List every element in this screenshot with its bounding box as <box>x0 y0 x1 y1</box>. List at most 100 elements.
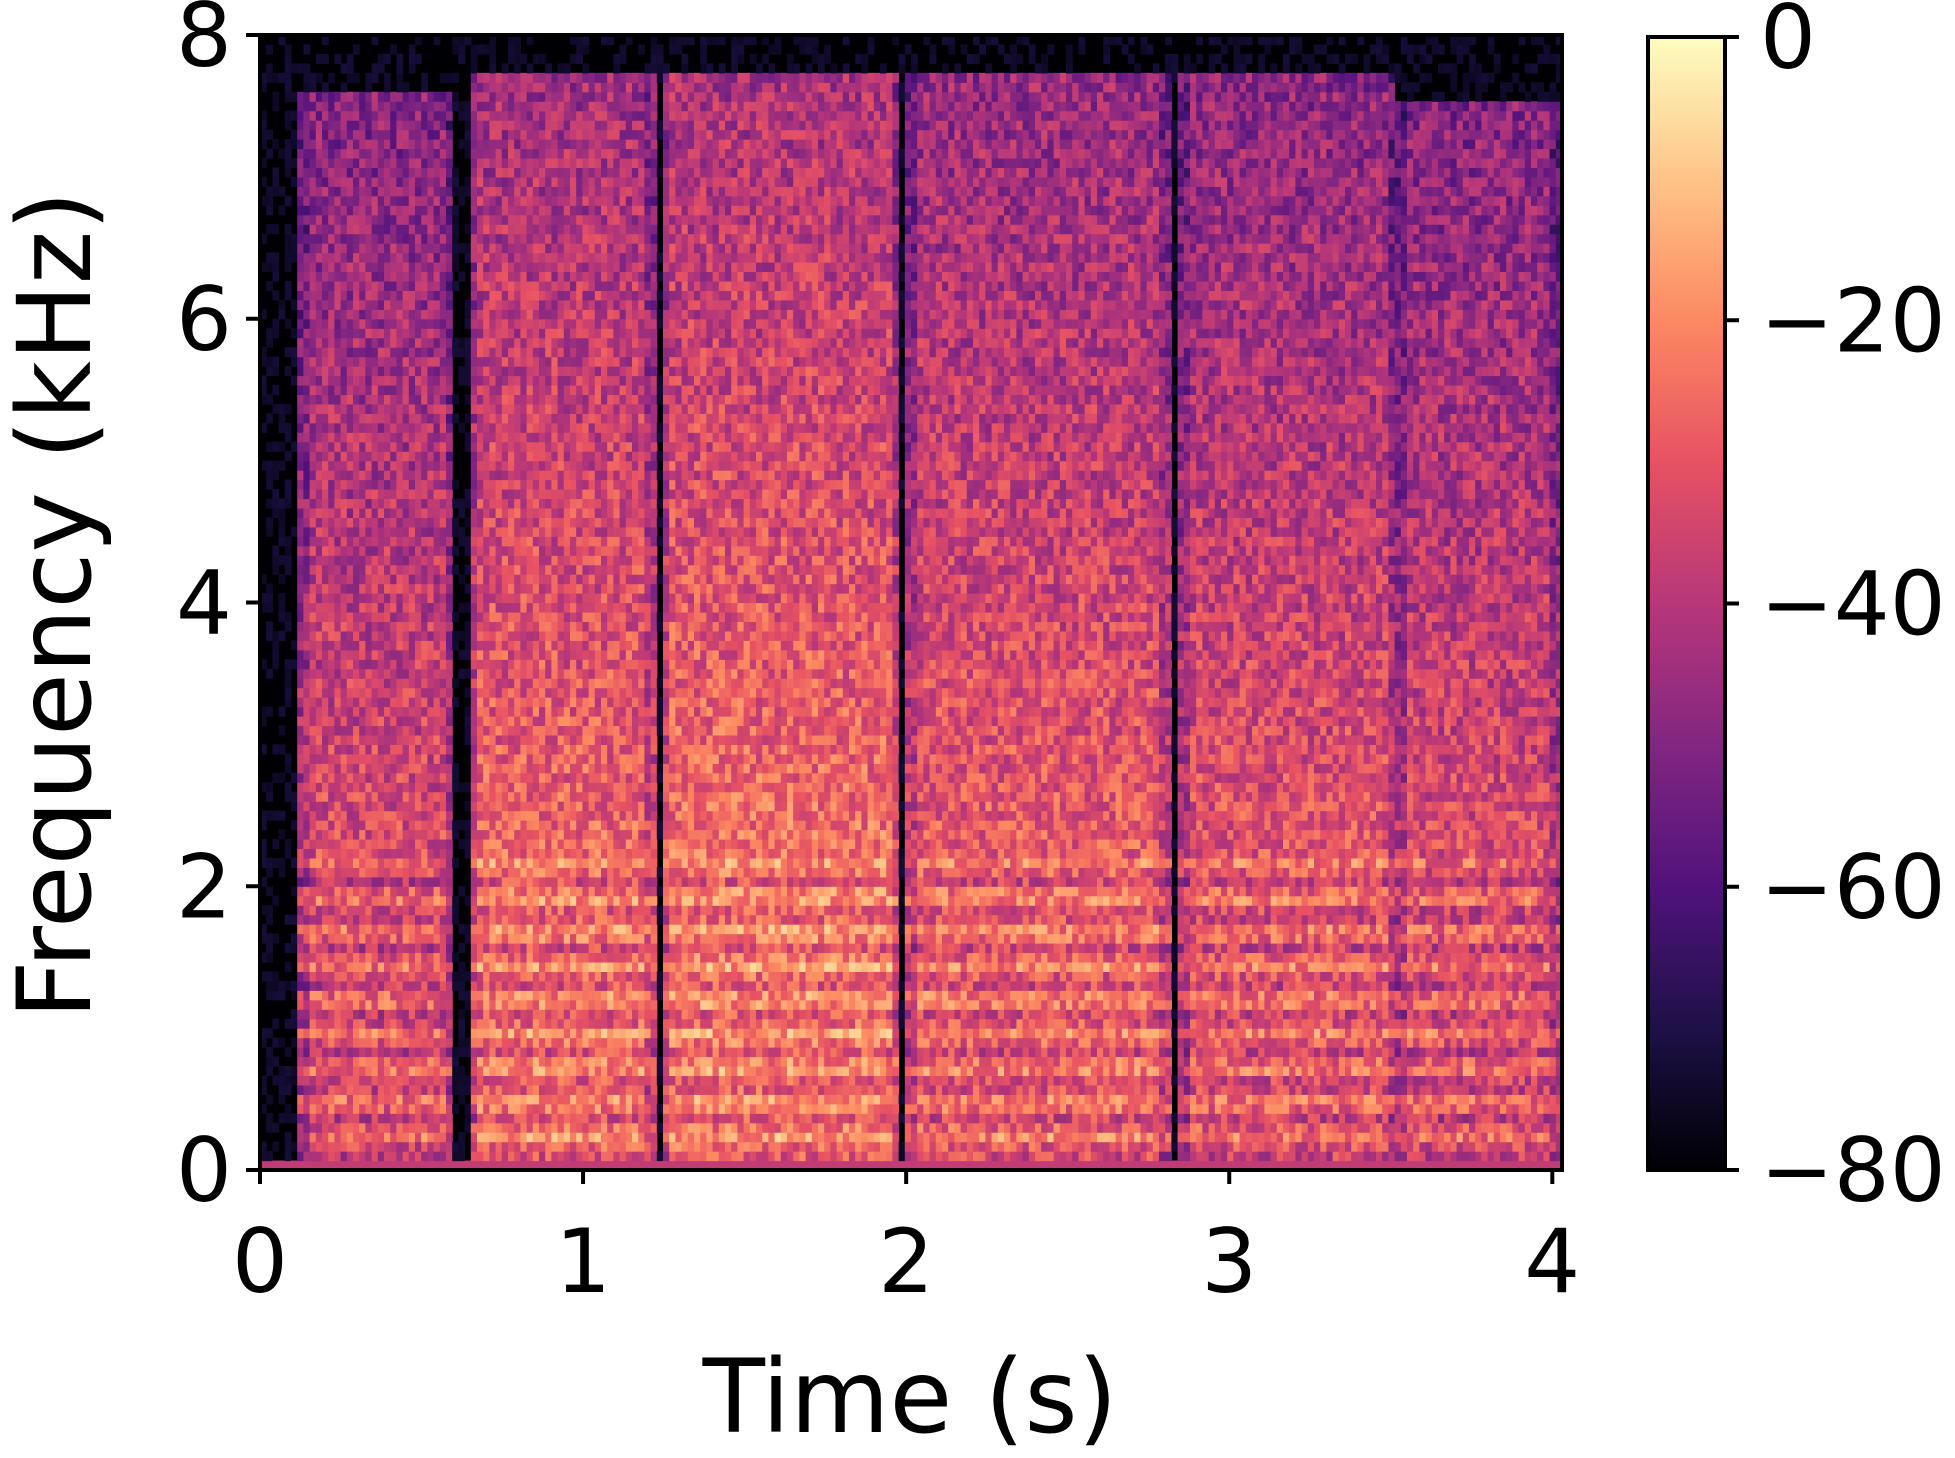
spectrogram-cell <box>297 669 304 679</box>
spectrogram-cell <box>328 725 335 735</box>
spectrogram-cell <box>471 234 478 244</box>
spectrogram-cell <box>372 1132 379 1142</box>
spectrogram-cell <box>390 981 397 991</box>
spectrogram-cell <box>297 1019 304 1029</box>
spectrogram-cell <box>508 896 515 906</box>
spectrogram-cell <box>502 848 509 858</box>
spectrogram-cell <box>496 158 503 168</box>
spectrogram-cell <box>514 1123 521 1133</box>
spectrogram-cell <box>409 744 416 754</box>
spectrogram-cell <box>483 73 490 83</box>
spectrogram-cell <box>489 404 496 414</box>
spectrogram-cell <box>353 612 360 622</box>
spectrogram-cell <box>489 612 496 622</box>
spectrogram-cell <box>316 754 323 764</box>
spectrogram-cell <box>508 1094 515 1104</box>
spectrogram-cell <box>347 811 354 821</box>
spectrogram-cell <box>322 1009 329 1019</box>
spectrogram-cell <box>353 432 360 442</box>
spectrogram-cell <box>390 357 397 367</box>
spectrogram-cell <box>465 120 472 130</box>
spectrogram-cell <box>409 867 416 877</box>
spectrogram-cell <box>266 149 273 159</box>
spectrogram-cell <box>403 924 410 934</box>
spectrogram-cell <box>489 63 496 73</box>
spectrogram-cell <box>359 697 366 707</box>
spectrogram-cell <box>446 546 453 556</box>
spectrogram-cell <box>483 1085 490 1095</box>
spectrogram-cell <box>310 848 317 858</box>
spectrogram-cell <box>421 744 428 754</box>
spectrogram-cell <box>390 271 397 281</box>
spectrogram-cell <box>527 650 534 660</box>
spectrogram-cell <box>539 603 546 613</box>
spectrogram-cell <box>341 659 348 669</box>
spectrogram-cell <box>489 584 496 594</box>
spectrogram-cell <box>446 130 453 140</box>
spectrogram-cell <box>489 1113 496 1123</box>
spectrogram-cell <box>347 328 354 338</box>
spectrogram-cell <box>303 858 310 868</box>
spectrogram-cell <box>347 839 354 849</box>
spectrogram-cell <box>341 990 348 1000</box>
spectrogram-cell <box>297 782 304 792</box>
spectrogram-cell <box>446 1132 453 1142</box>
spectrogram-cell <box>297 243 304 253</box>
spectrogram-cell <box>372 707 379 717</box>
spectrogram-cell <box>341 177 348 187</box>
spectrogram-cell <box>489 243 496 253</box>
spectrogram-cell <box>409 962 416 972</box>
spectrogram-cell <box>477 139 484 149</box>
spectrogram-cell <box>539 697 546 707</box>
spectrogram-cell <box>266 413 273 423</box>
spectrogram-cell <box>341 1047 348 1057</box>
spectrogram-cell <box>328 177 335 187</box>
spectrogram-cell <box>322 697 329 707</box>
spectrogram-cell <box>458 366 465 376</box>
spectrogram-cell <box>415 442 422 452</box>
spectrogram-cell <box>328 707 335 717</box>
spectrogram-cell <box>471 943 478 953</box>
spectrogram-cell <box>520 149 527 159</box>
spectrogram-cell <box>434 498 441 508</box>
spectrogram-cell <box>465 489 472 499</box>
spectrogram-cell <box>477 480 484 490</box>
spectrogram-cell <box>465 725 472 735</box>
spectrogram-cell <box>533 584 540 594</box>
spectrogram-cell <box>403 1104 410 1114</box>
spectrogram-cell <box>359 508 366 518</box>
spectrogram-cell <box>496 716 503 726</box>
spectrogram-cell <box>539 1132 546 1142</box>
spectrogram-cell <box>477 555 484 565</box>
spectrogram-cell <box>365 111 372 121</box>
spectrogram-cell <box>551 1123 558 1133</box>
spectrogram-cell <box>353 848 360 858</box>
spectrogram-cell <box>365 725 372 735</box>
spectrogram-cell <box>508 253 515 263</box>
spectrogram-cell <box>409 763 416 773</box>
spectrogram-cell <box>341 858 348 868</box>
spectrogram-cell <box>409 508 416 518</box>
spectrogram-cell <box>403 517 410 527</box>
spectrogram-cell <box>390 347 397 357</box>
spectrogram-cell <box>310 82 317 92</box>
spectrogram-cell <box>297 461 304 471</box>
spectrogram-cell <box>483 177 490 187</box>
spectrogram-cell <box>415 366 422 376</box>
spectrogram-cell <box>539 1066 546 1076</box>
spectrogram-cell <box>527 300 534 310</box>
spectrogram-cell <box>365 1047 372 1057</box>
spectrogram-cell <box>446 319 453 329</box>
spectrogram-cell <box>520 839 527 849</box>
spectrogram-cell <box>328 1151 335 1161</box>
spectrogram-cell <box>551 149 558 159</box>
spectrogram-cell <box>390 253 397 263</box>
spectrogram-cell <box>502 120 509 130</box>
spectrogram-cell <box>421 896 428 906</box>
spectrogram-cell <box>527 73 534 83</box>
spectrogram-cell <box>520 366 527 376</box>
spectrogram-cell <box>303 73 310 83</box>
spectrogram-cell <box>341 725 348 735</box>
spectrogram-cell <box>446 915 453 925</box>
spectrogram-cell <box>434 215 441 225</box>
